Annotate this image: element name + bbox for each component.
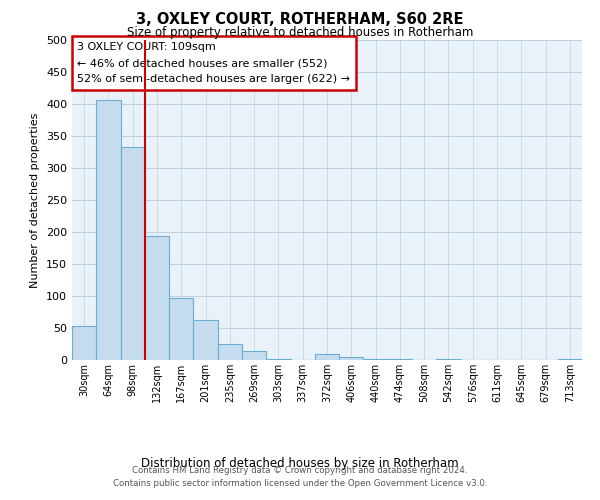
Bar: [364, 358, 388, 360]
Bar: [193, 320, 218, 360]
Text: 3, OXLEY COURT, ROTHERHAM, S60 2RE: 3, OXLEY COURT, ROTHERHAM, S60 2RE: [136, 12, 464, 28]
Text: 3 OXLEY COURT: 109sqm
← 46% of detached houses are smaller (552)
52% of semi-det: 3 OXLEY COURT: 109sqm ← 46% of detached …: [77, 42, 350, 84]
Y-axis label: Number of detached properties: Number of detached properties: [31, 112, 40, 288]
Bar: [315, 354, 339, 360]
Bar: [388, 358, 412, 360]
Text: Size of property relative to detached houses in Rotherham: Size of property relative to detached ho…: [127, 26, 473, 39]
Text: Contains HM Land Registry data © Crown copyright and database right 2024.
Contai: Contains HM Land Registry data © Crown c…: [113, 466, 487, 487]
Text: Distribution of detached houses by size in Rotherham: Distribution of detached houses by size …: [141, 458, 459, 470]
Bar: [339, 357, 364, 360]
Bar: [169, 298, 193, 360]
Bar: [121, 147, 145, 360]
Bar: [96, 100, 121, 360]
Bar: [242, 351, 266, 360]
Bar: [558, 358, 582, 360]
Bar: [436, 358, 461, 360]
Bar: [145, 236, 169, 360]
Bar: [72, 326, 96, 360]
Bar: [218, 344, 242, 360]
Bar: [266, 358, 290, 360]
